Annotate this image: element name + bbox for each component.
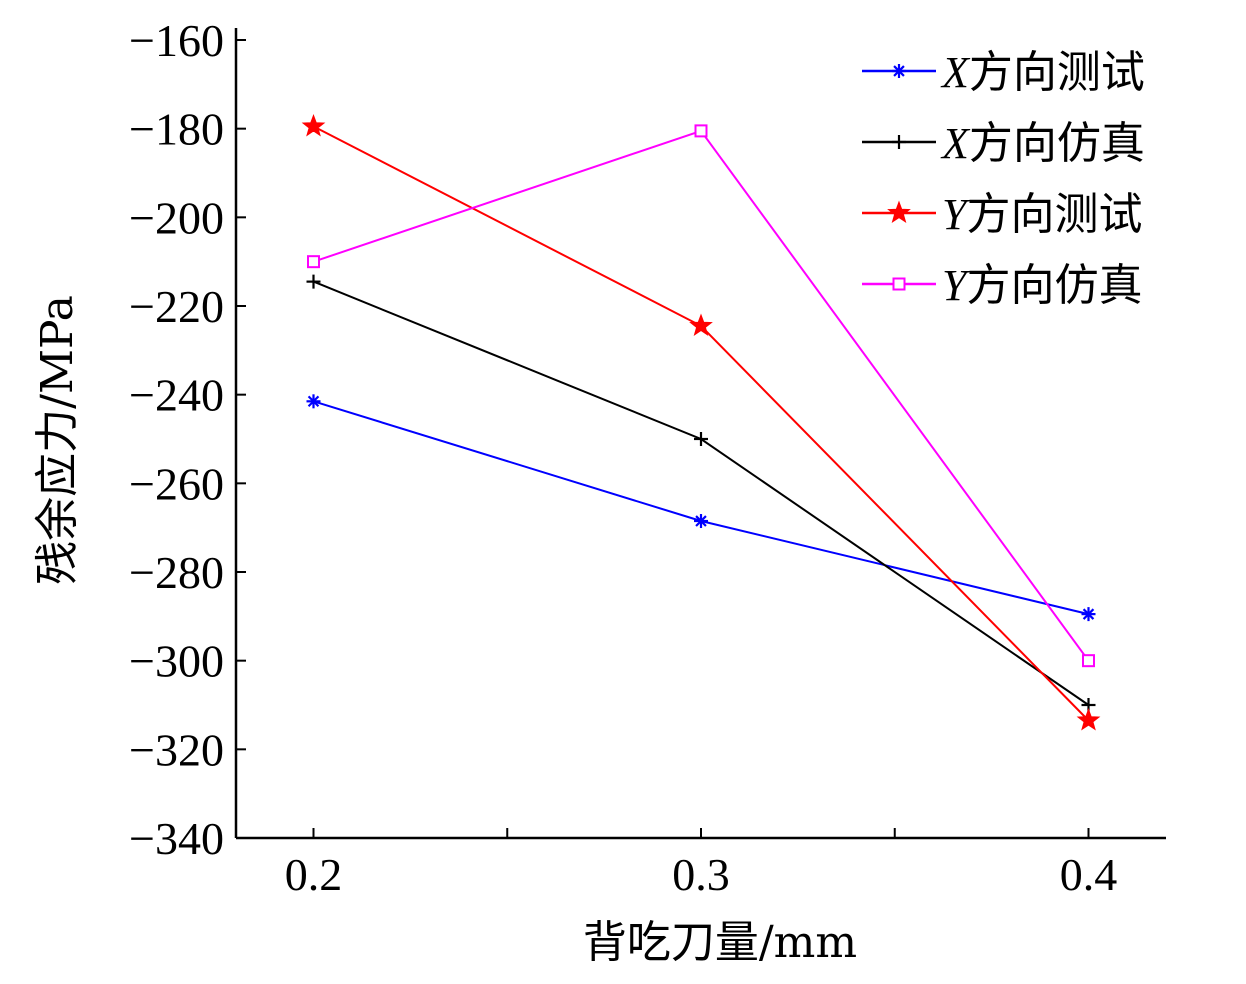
legend-item: Y方向仿真: [862, 260, 1142, 311]
ticks: −160 −180 −200 −220 −240 −260 −280 −300 −320 −340…: [129, 15, 1117, 900]
x-axis-title: 背吃刀量/mm: [583, 917, 857, 968]
legend-marker: [892, 64, 906, 78]
legend-label: Y方向仿真: [942, 260, 1142, 311]
data-point: [694, 432, 708, 446]
y-tick-label: −180: [129, 104, 224, 155]
legend-label: X方向测试: [940, 47, 1145, 98]
series-3: [301, 113, 1101, 731]
y-tick-label: −240: [129, 370, 224, 421]
x-tick-label: 0.3: [672, 849, 730, 900]
data-point: [694, 124, 708, 138]
series-2: [306, 274, 1096, 712]
y-tick-label: −220: [129, 281, 224, 332]
legend-label: X方向仿真: [940, 118, 1145, 169]
y-tick-label: −260: [129, 458, 224, 509]
y-axis-title: 残余应力/MPa: [32, 295, 83, 585]
series-4: [307, 124, 1095, 668]
x-tick-label: 0.2: [285, 849, 343, 900]
data-point: [1081, 607, 1096, 622]
y-tick-label: −320: [129, 724, 224, 775]
y-tick-label: −300: [129, 636, 224, 687]
series-line: [313, 280, 1090, 706]
data-point: [306, 394, 321, 409]
data-point: [301, 113, 326, 137]
y-tick-label: −160: [129, 15, 224, 66]
data-point: [689, 313, 713, 336]
data-point: [307, 255, 320, 269]
series-1: [306, 394, 1096, 622]
y-tick-label: −280: [129, 547, 224, 598]
y-tick-label: −200: [129, 192, 224, 243]
data-point: [1082, 654, 1095, 668]
legend-item: Y方向测试: [862, 189, 1142, 240]
legend-marker: [887, 200, 911, 224]
legend-marker: [892, 135, 906, 149]
x-tick-label: 0.4: [1060, 849, 1118, 900]
legend-label: Y方向测试: [942, 189, 1142, 240]
y-tick-label: −340: [129, 813, 224, 864]
legend-marker: [892, 277, 906, 291]
legend-item: X方向仿真: [862, 118, 1145, 169]
legend: X方向测试 X方向仿真 Y方向测试 Y方向仿真: [862, 47, 1145, 311]
data-point: [306, 274, 321, 289]
series-layer: [301, 113, 1101, 731]
legend-item: X方向测试: [862, 47, 1145, 98]
data-point: [694, 514, 708, 529]
data-point: [1076, 708, 1101, 731]
